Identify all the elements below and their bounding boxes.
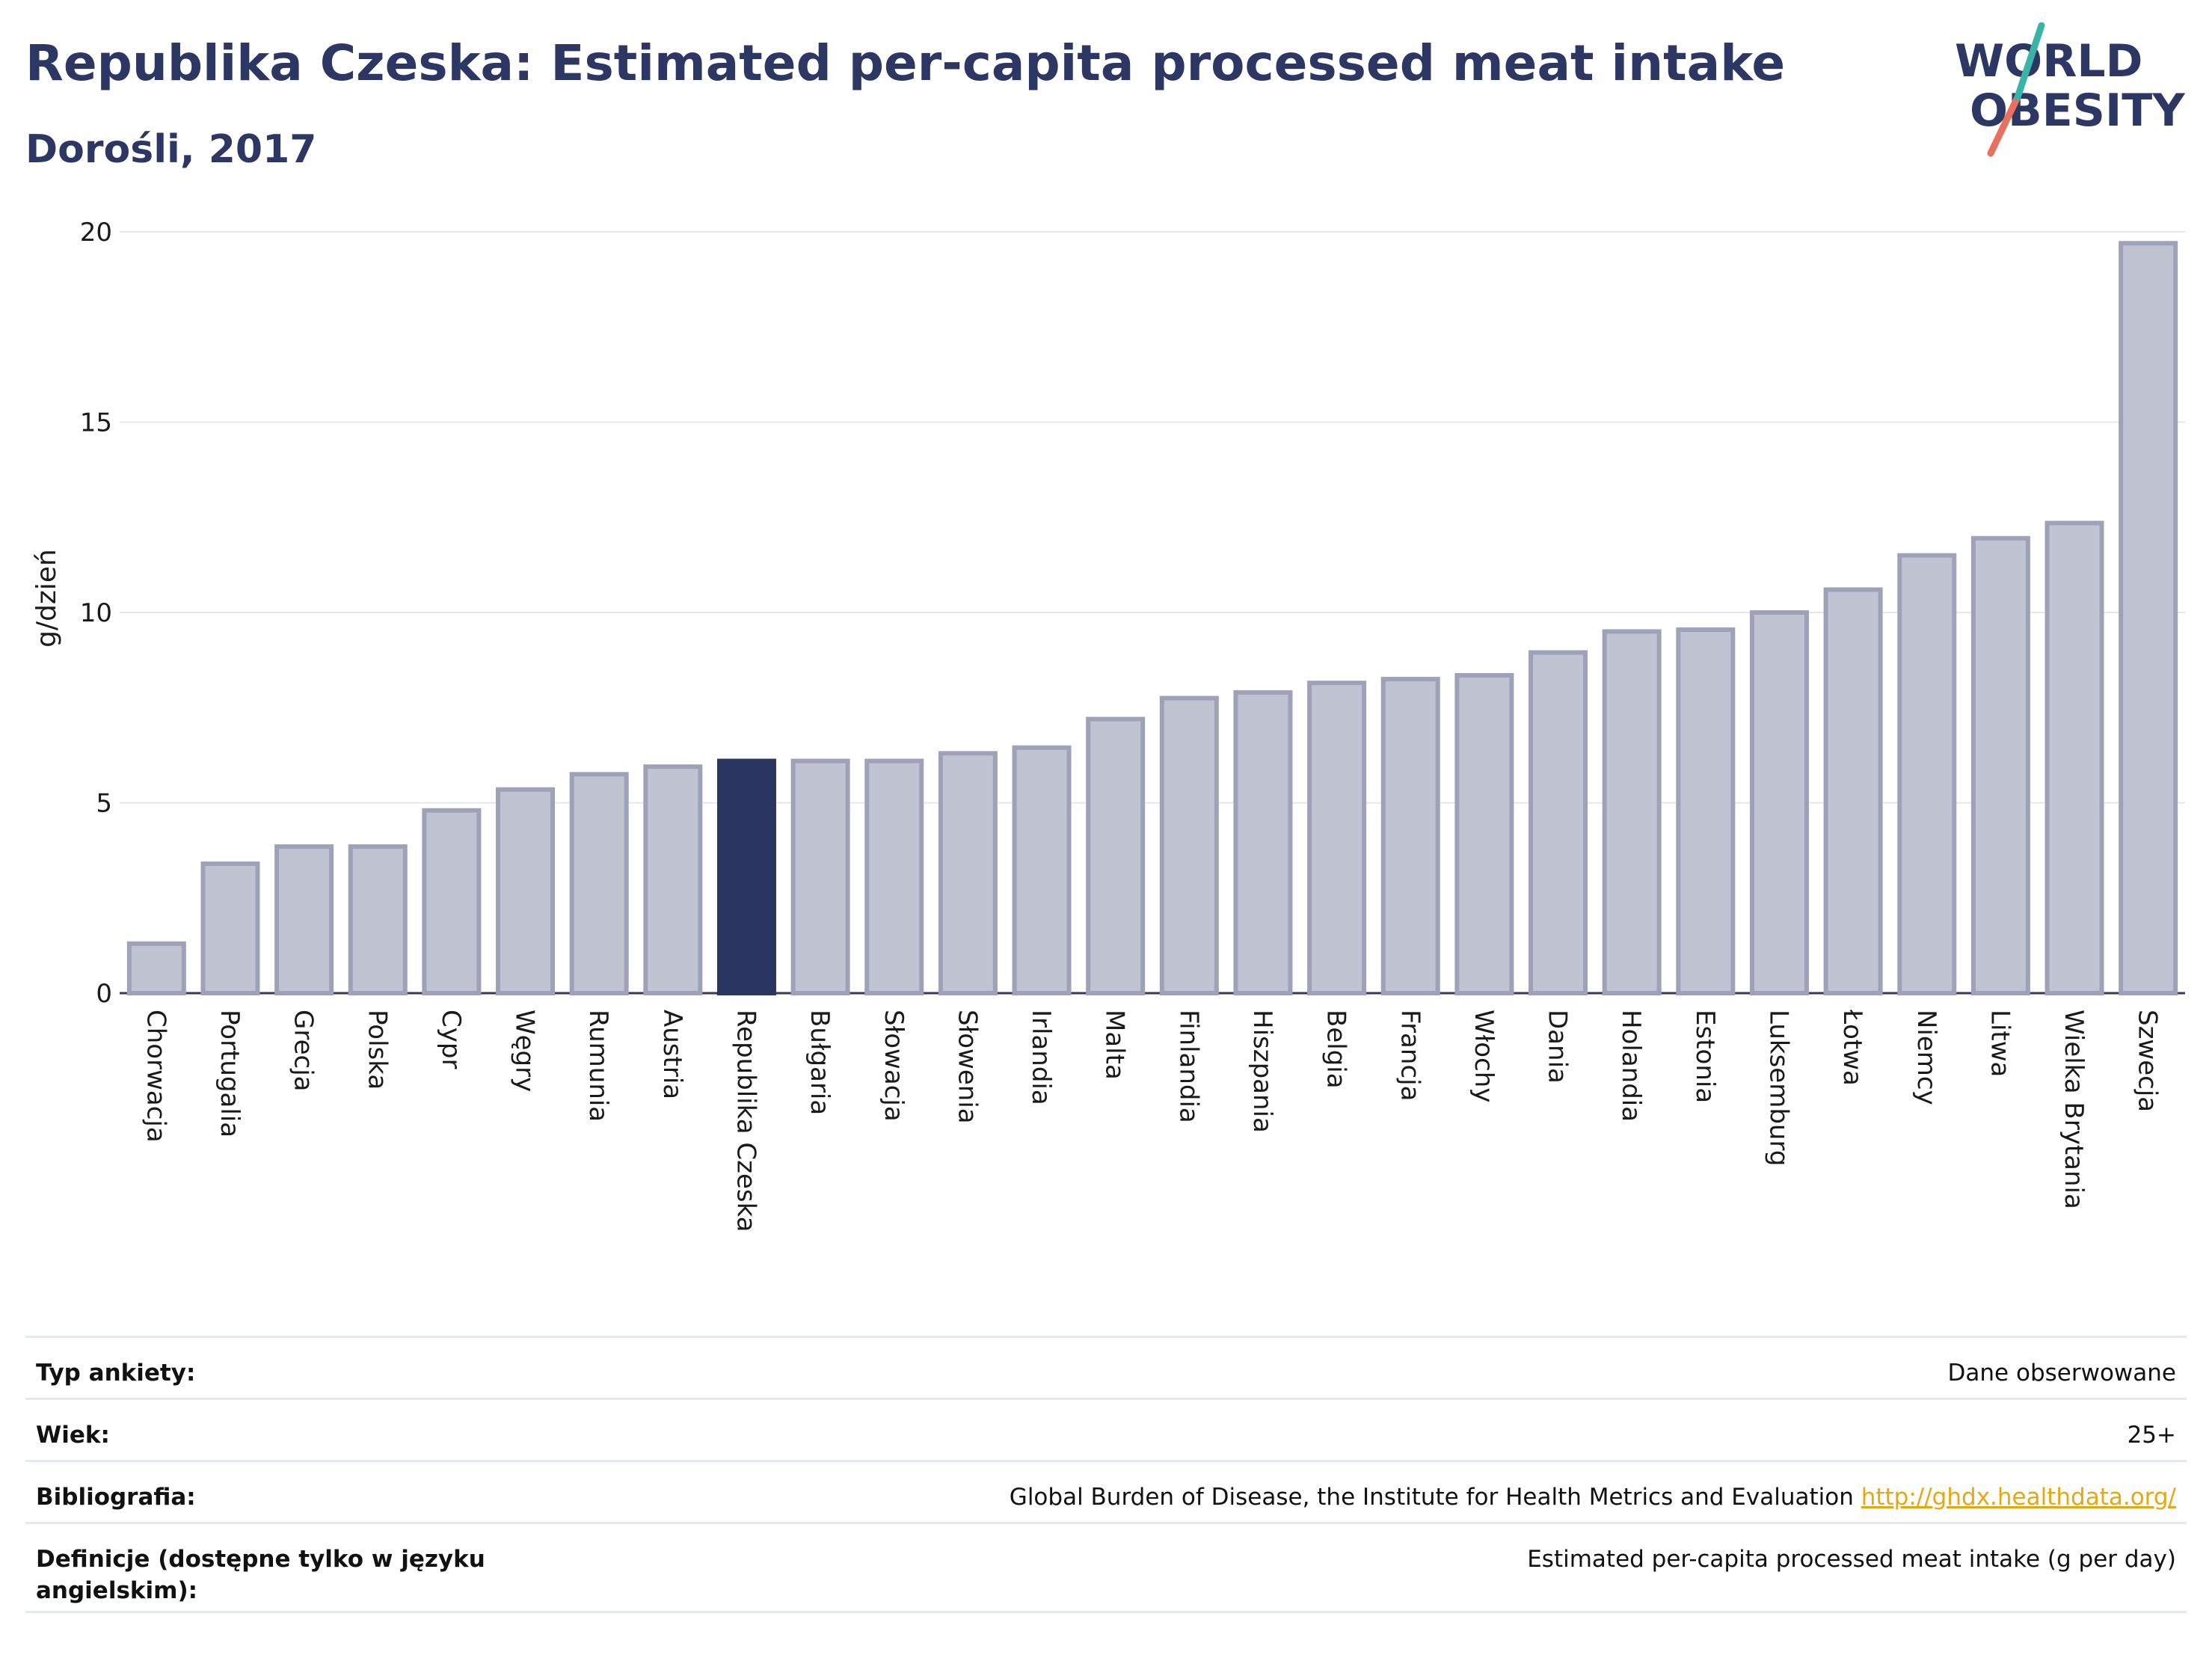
y-tick-label: 5	[96, 789, 112, 819]
bar[interactable]	[1823, 587, 1883, 995]
bar[interactable]	[1602, 629, 1662, 995]
bar[interactable]	[1159, 696, 1219, 996]
bar[interactable]	[496, 787, 556, 996]
bar[interactable]	[1749, 610, 1809, 995]
bar-highlighted[interactable]	[716, 758, 776, 995]
bar[interactable]	[1676, 627, 1736, 996]
x-tick-label: Słowenia	[952, 1010, 982, 1124]
x-tick-label: Litwa	[1985, 1010, 2015, 1077]
bar[interactable]	[274, 844, 334, 996]
x-tick-label: Szwecja	[2133, 1010, 2163, 1112]
bar[interactable]	[422, 808, 482, 996]
bar[interactable]	[1012, 745, 1072, 995]
x-tick-label: Belgia	[1321, 1010, 1351, 1089]
bar[interactable]	[1307, 681, 1367, 995]
x-tick-label: Słowacja	[879, 1010, 909, 1122]
definitions-value: Estimated per-capita processed meat inta…	[1527, 1546, 2176, 1573]
info-row-age: Wiek: 25+	[25, 1398, 2187, 1460]
bar[interactable]	[643, 764, 703, 996]
x-tick-label: Francja	[1395, 1010, 1425, 1101]
bar[interactable]	[1233, 690, 1293, 995]
bar[interactable]	[864, 758, 924, 995]
x-tick-label: Republika Czeska	[731, 1010, 761, 1232]
info-row-survey: Typ ankiety: Dane obserwowane	[25, 1336, 2187, 1398]
info-row-bibliography: Bibliografia: Global Burden of Disease, …	[25, 1460, 2187, 1522]
bibliography-link[interactable]: http://ghdx.healthdata.org/	[1861, 1484, 2176, 1511]
x-tick-label: Cypr	[436, 1010, 466, 1069]
age-value: 25+	[2127, 1422, 2176, 1449]
bar[interactable]	[1454, 672, 1514, 995]
bar[interactable]	[126, 941, 186, 995]
info-table: Typ ankiety: Dane obserwowane Wiek: 25+ …	[25, 1336, 2187, 1613]
x-tick-label: Węgry	[510, 1010, 540, 1092]
x-tick-label: Portugalia	[215, 1010, 245, 1137]
bar[interactable]	[1529, 650, 1588, 995]
chart-subtitle: Dorośli, 2017	[25, 127, 317, 172]
y-tick-label: 20	[80, 218, 112, 248]
bibliography-value: Global Burden of Disease, the Institute …	[1010, 1481, 2176, 1513]
bar-chart: 0 5 10 15 20 Chorwacja Portugalia Grecja Polska…	[31, 218, 2185, 1232]
x-tick-label: Bułgaria	[805, 1010, 835, 1115]
bar[interactable]	[1897, 553, 1957, 995]
bar[interactable]	[1380, 677, 1440, 995]
x-tick-label: Polska	[362, 1010, 392, 1090]
x-tick-label: Irlandia	[1026, 1010, 1056, 1105]
bar[interactable]	[1970, 535, 2030, 995]
bars	[126, 241, 2178, 996]
bar[interactable]	[2044, 521, 2104, 995]
x-tick-label: Włochy	[1469, 1010, 1499, 1102]
bibliography-text: Global Burden of Disease, the Institute …	[1009, 1484, 1854, 1511]
x-tick-label: Dania	[1543, 1010, 1573, 1084]
survey-label: Typ ankiety:	[36, 1360, 196, 1387]
x-tick-label: Rumunia	[583, 1010, 613, 1122]
x-tick-label: Holandia	[1616, 1010, 1646, 1122]
x-tick-label: Wielka Brytania	[2059, 1010, 2089, 1209]
bar[interactable]	[2119, 241, 2178, 995]
x-tick-labels: Chorwacja Portugalia Grecja Polska Cypr Węgry…	[141, 1009, 2162, 1232]
x-tick-label: Niemcy	[1911, 1010, 1941, 1105]
bar[interactable]	[790, 758, 850, 995]
bibliography-label: Bibliografia:	[36, 1484, 196, 1511]
x-tick-label: Chorwacja	[141, 1010, 170, 1143]
bar[interactable]	[938, 751, 998, 996]
chart-title: Republika Czeska: Estimated per-capita p…	[25, 34, 1786, 92]
logo-line1: WORLD	[1955, 35, 2142, 87]
x-tick-label: Łotwa	[1837, 1009, 1867, 1086]
info-row-definitions: Definicje (dostępne tylko w języku angie…	[25, 1522, 2187, 1613]
y-tick-label: 0	[96, 979, 112, 1009]
x-tick-label: Hiszpania	[1247, 1010, 1277, 1133]
y-tick-label: 10	[80, 598, 112, 628]
x-tick-label: Malta	[1100, 1010, 1130, 1080]
bar[interactable]	[200, 861, 260, 995]
survey-value: Dane obserwowane	[1947, 1360, 2176, 1387]
x-tick-label: Estonia	[1690, 1010, 1720, 1103]
bar[interactable]	[569, 772, 629, 995]
x-tick-label: Finlandia	[1173, 1010, 1203, 1123]
bar[interactable]	[348, 844, 408, 996]
y-tick-label: 15	[80, 408, 112, 438]
x-tick-label: Austria	[657, 1010, 687, 1099]
y-axis-label: g/dzień	[31, 549, 62, 648]
world-obesity-logo: WORLD OBESITY	[1955, 22, 2186, 157]
x-tick-label: Luksemburg	[1763, 1010, 1793, 1166]
age-label: Wiek:	[36, 1422, 110, 1449]
bar[interactable]	[1086, 716, 1146, 996]
y-tick-labels: 0 5 10 15 20	[80, 218, 112, 1009]
definitions-label: Definicje (dostępne tylko w języku angie…	[36, 1546, 485, 1604]
x-tick-label: Grecja	[289, 1010, 319, 1091]
